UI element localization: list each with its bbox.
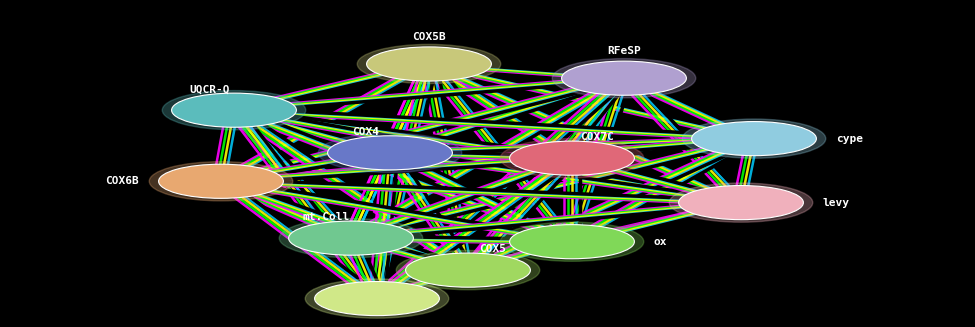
Text: RFeSP: RFeSP [607, 46, 641, 56]
Circle shape [305, 279, 448, 318]
Text: COX5: COX5 [479, 245, 506, 254]
Circle shape [669, 183, 813, 222]
Text: UQCR-Q: UQCR-Q [189, 84, 230, 95]
Circle shape [328, 136, 452, 170]
Circle shape [691, 122, 816, 156]
Circle shape [510, 141, 635, 175]
Circle shape [149, 162, 292, 201]
Circle shape [510, 225, 635, 259]
Circle shape [289, 221, 413, 255]
Text: COX7C: COX7C [580, 132, 613, 143]
Circle shape [500, 139, 644, 178]
Circle shape [406, 253, 530, 287]
Circle shape [315, 282, 440, 316]
Text: COX6B: COX6B [105, 176, 139, 186]
Text: levy: levy [823, 198, 850, 208]
Circle shape [357, 44, 501, 84]
Text: COX5B: COX5B [412, 32, 446, 42]
Circle shape [172, 93, 296, 127]
Text: cype: cype [836, 134, 863, 144]
Circle shape [279, 218, 423, 258]
Circle shape [159, 164, 284, 198]
Text: mt.Coll: mt.Coll [303, 213, 350, 222]
Circle shape [682, 119, 826, 158]
Text: COX4: COX4 [352, 127, 379, 137]
Circle shape [500, 222, 644, 261]
Circle shape [318, 133, 462, 172]
Circle shape [396, 250, 540, 290]
Circle shape [562, 61, 686, 95]
Circle shape [367, 47, 491, 81]
Circle shape [552, 59, 696, 98]
Circle shape [162, 91, 306, 130]
Circle shape [679, 185, 803, 220]
Text: ox: ox [654, 237, 668, 247]
